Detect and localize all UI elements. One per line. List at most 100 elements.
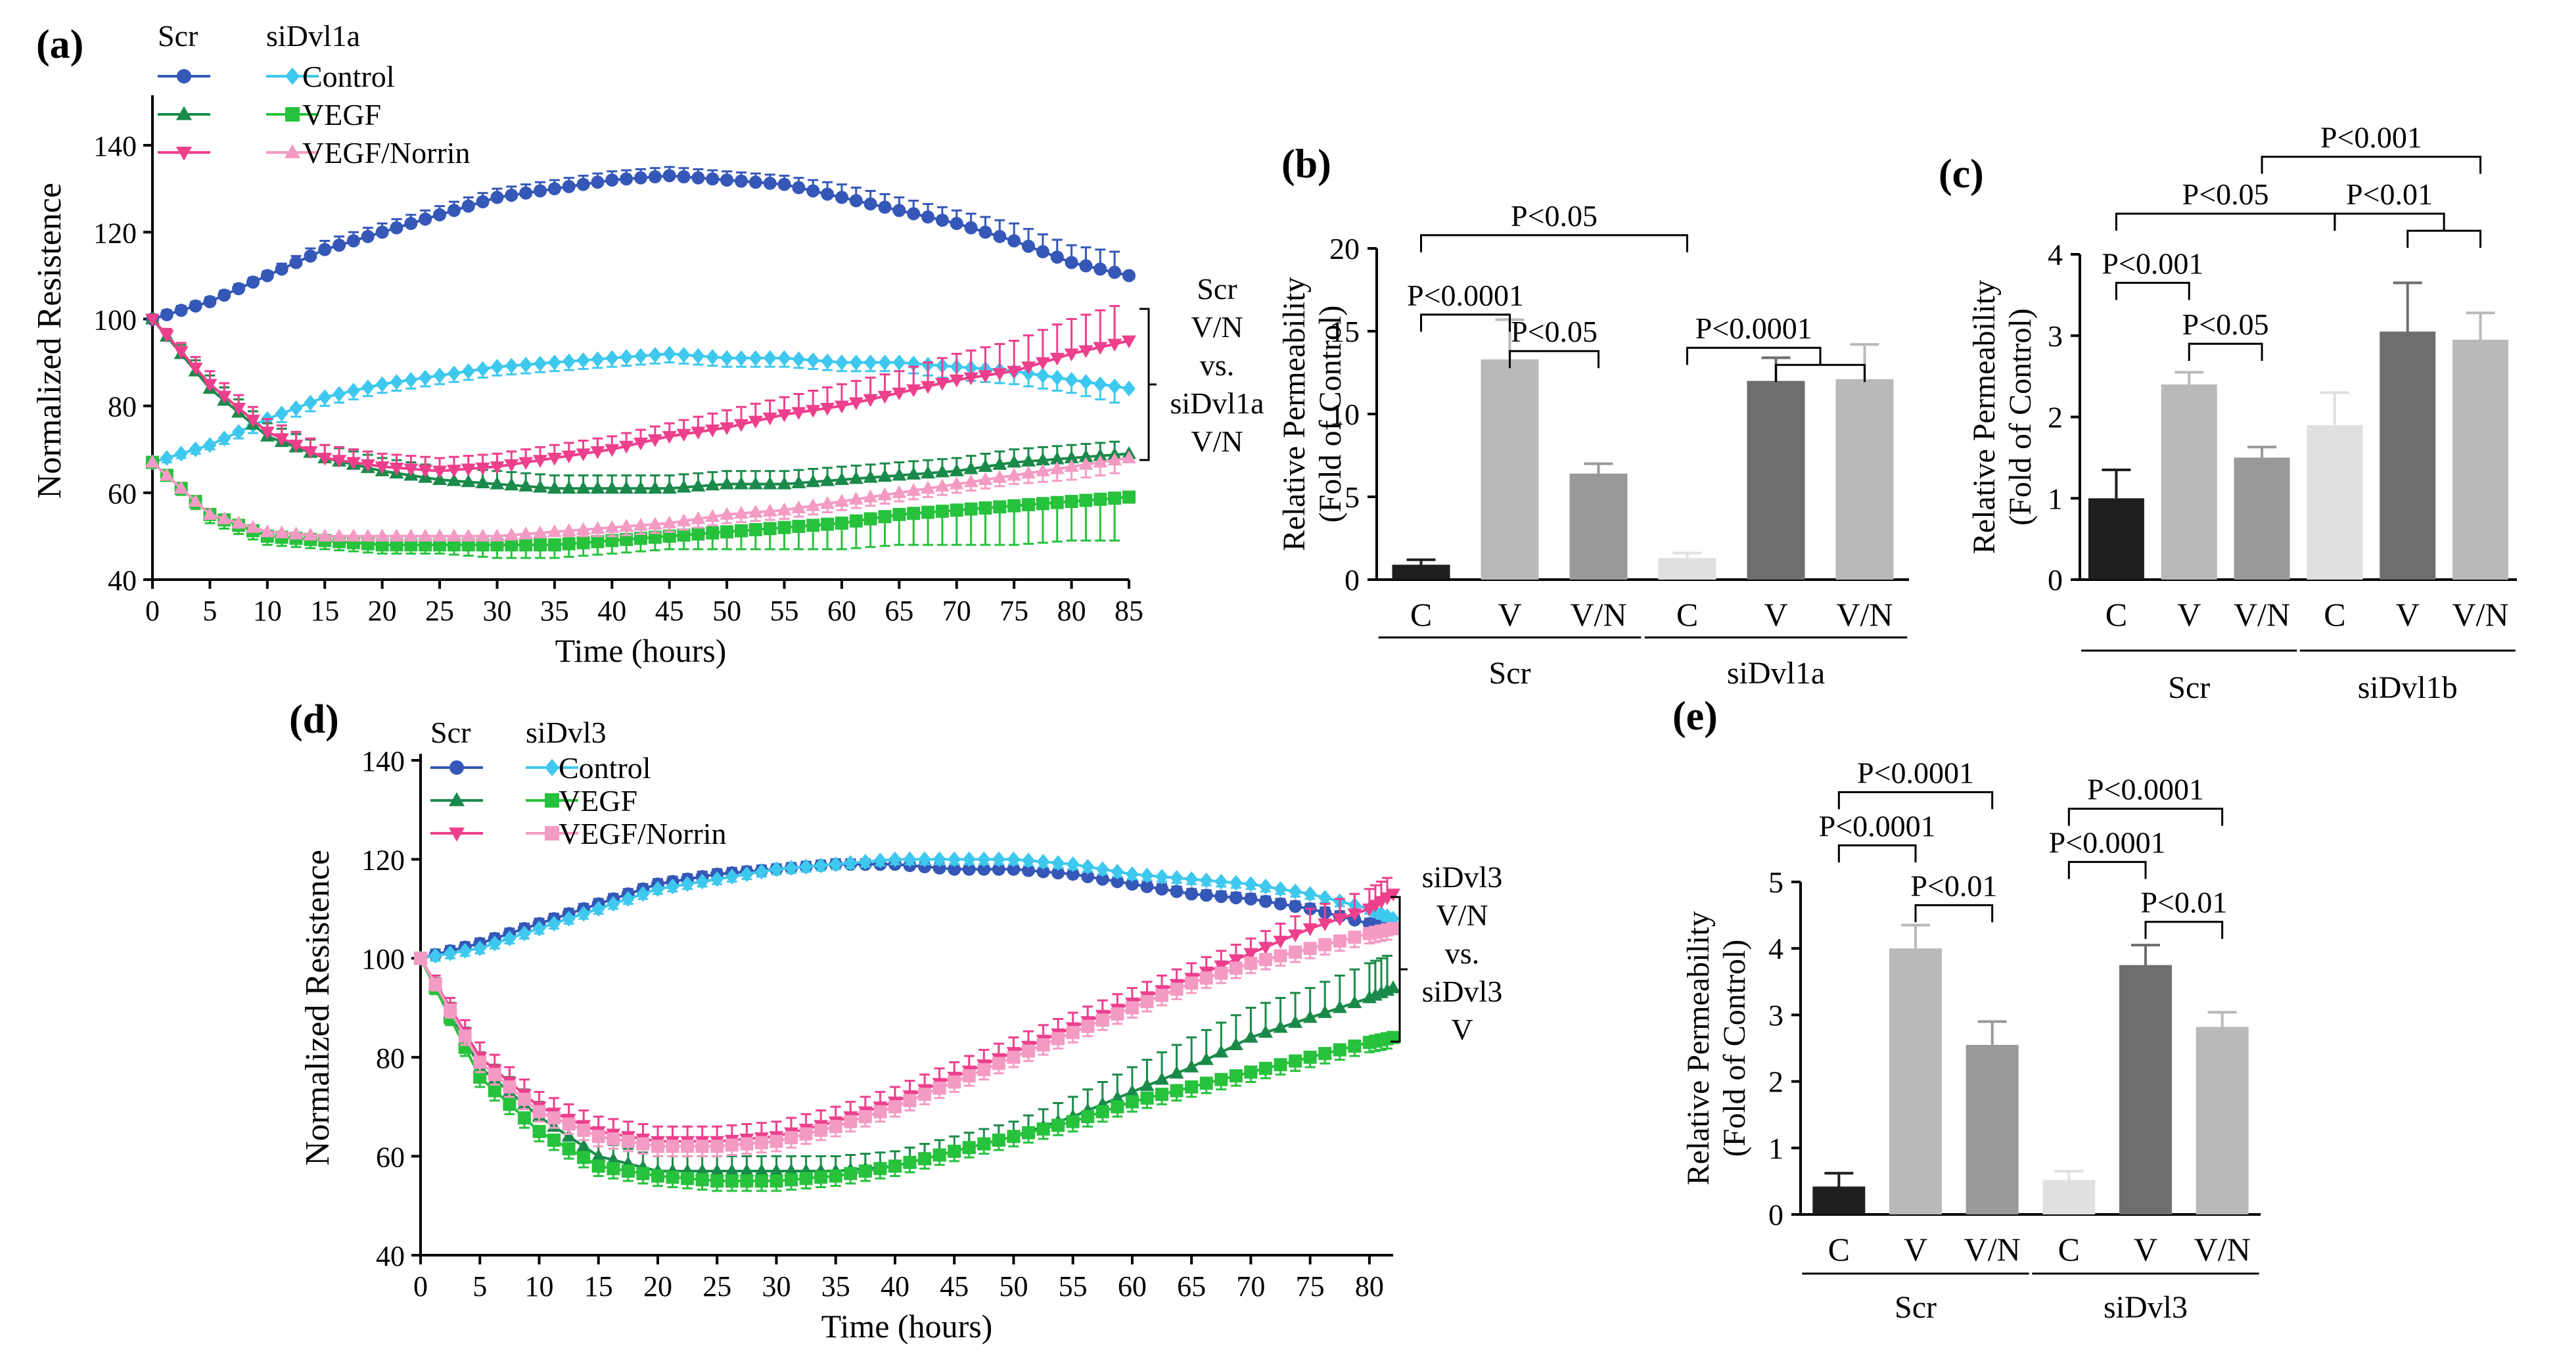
significance-annotation: P<0.05 bbox=[1420, 199, 1688, 252]
data-point bbox=[888, 851, 902, 867]
data-point bbox=[799, 1127, 813, 1141]
data-point bbox=[963, 461, 978, 474]
data-point bbox=[607, 896, 620, 912]
data-point bbox=[534, 184, 547, 198]
data-point bbox=[1049, 451, 1065, 465]
data-point bbox=[791, 500, 806, 513]
data-point bbox=[1066, 856, 1080, 873]
data-point bbox=[419, 538, 432, 552]
data-point bbox=[1049, 352, 1065, 366]
data-point bbox=[288, 526, 304, 540]
data-point bbox=[533, 455, 548, 468]
data-point bbox=[769, 1163, 784, 1176]
data-point bbox=[977, 862, 991, 876]
data-point bbox=[1258, 1025, 1273, 1038]
data-point bbox=[733, 476, 748, 490]
data-point bbox=[1125, 1095, 1139, 1109]
data-point bbox=[289, 256, 303, 269]
data-point bbox=[318, 389, 332, 405]
bar bbox=[1889, 948, 1942, 1214]
data-point bbox=[835, 191, 848, 204]
data-point bbox=[932, 1081, 946, 1095]
y-tick-label: 10 bbox=[1329, 398, 1360, 431]
bar bbox=[2088, 498, 2144, 580]
data-point bbox=[1333, 934, 1346, 948]
data-point bbox=[605, 534, 619, 547]
data-point bbox=[1035, 463, 1050, 476]
data-point bbox=[1079, 374, 1093, 390]
data-point bbox=[921, 505, 935, 519]
data-point bbox=[1095, 1105, 1109, 1119]
data-point bbox=[921, 480, 936, 494]
data-point bbox=[770, 861, 783, 877]
data-point bbox=[1170, 1084, 1184, 1097]
data-point bbox=[1065, 371, 1078, 388]
bar bbox=[1481, 359, 1539, 580]
data-point bbox=[992, 368, 1007, 381]
x-tick-label: 80 bbox=[1057, 595, 1086, 627]
data-point bbox=[705, 477, 720, 491]
data-point bbox=[1051, 1119, 1065, 1132]
data-point bbox=[1111, 1100, 1124, 1114]
data-point bbox=[232, 282, 246, 296]
data-point bbox=[918, 1088, 932, 1101]
y-tick-label: 1 bbox=[1768, 1132, 1783, 1165]
data-point bbox=[591, 1159, 605, 1173]
data-point bbox=[1021, 453, 1036, 467]
panel-label: (d) bbox=[289, 697, 339, 742]
data-point bbox=[1258, 953, 1272, 967]
data-point bbox=[892, 354, 906, 371]
data-point bbox=[519, 356, 533, 373]
data-point bbox=[260, 524, 275, 538]
data-point bbox=[605, 480, 620, 494]
data-point bbox=[203, 437, 217, 453]
data-point bbox=[858, 1164, 872, 1178]
data-point bbox=[777, 520, 791, 534]
data-point bbox=[576, 536, 590, 549]
data-point bbox=[621, 890, 635, 907]
group-label: Scr bbox=[2168, 670, 2210, 705]
data-point bbox=[710, 1174, 724, 1188]
data-point bbox=[1244, 956, 1258, 970]
data-point bbox=[202, 379, 218, 392]
data-point bbox=[806, 498, 821, 511]
legend-label: VEGF/Norrin bbox=[559, 817, 727, 850]
data-point bbox=[993, 229, 1007, 243]
legend-marker bbox=[545, 758, 559, 777]
legend-label: VEGF bbox=[302, 98, 381, 131]
data-point bbox=[777, 409, 792, 423]
data-point bbox=[444, 945, 457, 961]
bracket-label: siDvl3 bbox=[1422, 975, 1503, 1008]
data-point bbox=[346, 528, 361, 542]
data-point bbox=[1078, 449, 1093, 463]
data-point bbox=[1036, 497, 1049, 511]
data-point bbox=[1007, 365, 1022, 379]
data-point bbox=[1035, 452, 1050, 466]
data-point bbox=[636, 1137, 650, 1151]
y-tick-label: 140 bbox=[93, 130, 137, 162]
data-point bbox=[390, 538, 403, 552]
data-point bbox=[740, 1174, 754, 1188]
data-point bbox=[1140, 1091, 1154, 1105]
series-sidvl3-control bbox=[414, 851, 1400, 967]
data-point bbox=[863, 489, 878, 503]
significance-annotation: P<0.0001 bbox=[1837, 756, 1994, 810]
data-point bbox=[260, 269, 274, 283]
data-point bbox=[1124, 1084, 1139, 1097]
data-point bbox=[203, 295, 217, 309]
data-point bbox=[1051, 855, 1065, 871]
data-point bbox=[533, 525, 548, 538]
data-point bbox=[1007, 862, 1021, 876]
data-point bbox=[720, 173, 734, 187]
data-point bbox=[1214, 1073, 1228, 1086]
data-point bbox=[934, 478, 950, 492]
data-point bbox=[159, 330, 174, 343]
data-point bbox=[1348, 931, 1362, 944]
data-point bbox=[691, 171, 705, 185]
data-point bbox=[1386, 888, 1400, 902]
data-point bbox=[754, 864, 768, 880]
x-tick-label: 60 bbox=[1118, 1270, 1147, 1303]
data-point bbox=[274, 525, 289, 538]
data-point bbox=[189, 299, 202, 313]
data-point bbox=[576, 480, 591, 494]
